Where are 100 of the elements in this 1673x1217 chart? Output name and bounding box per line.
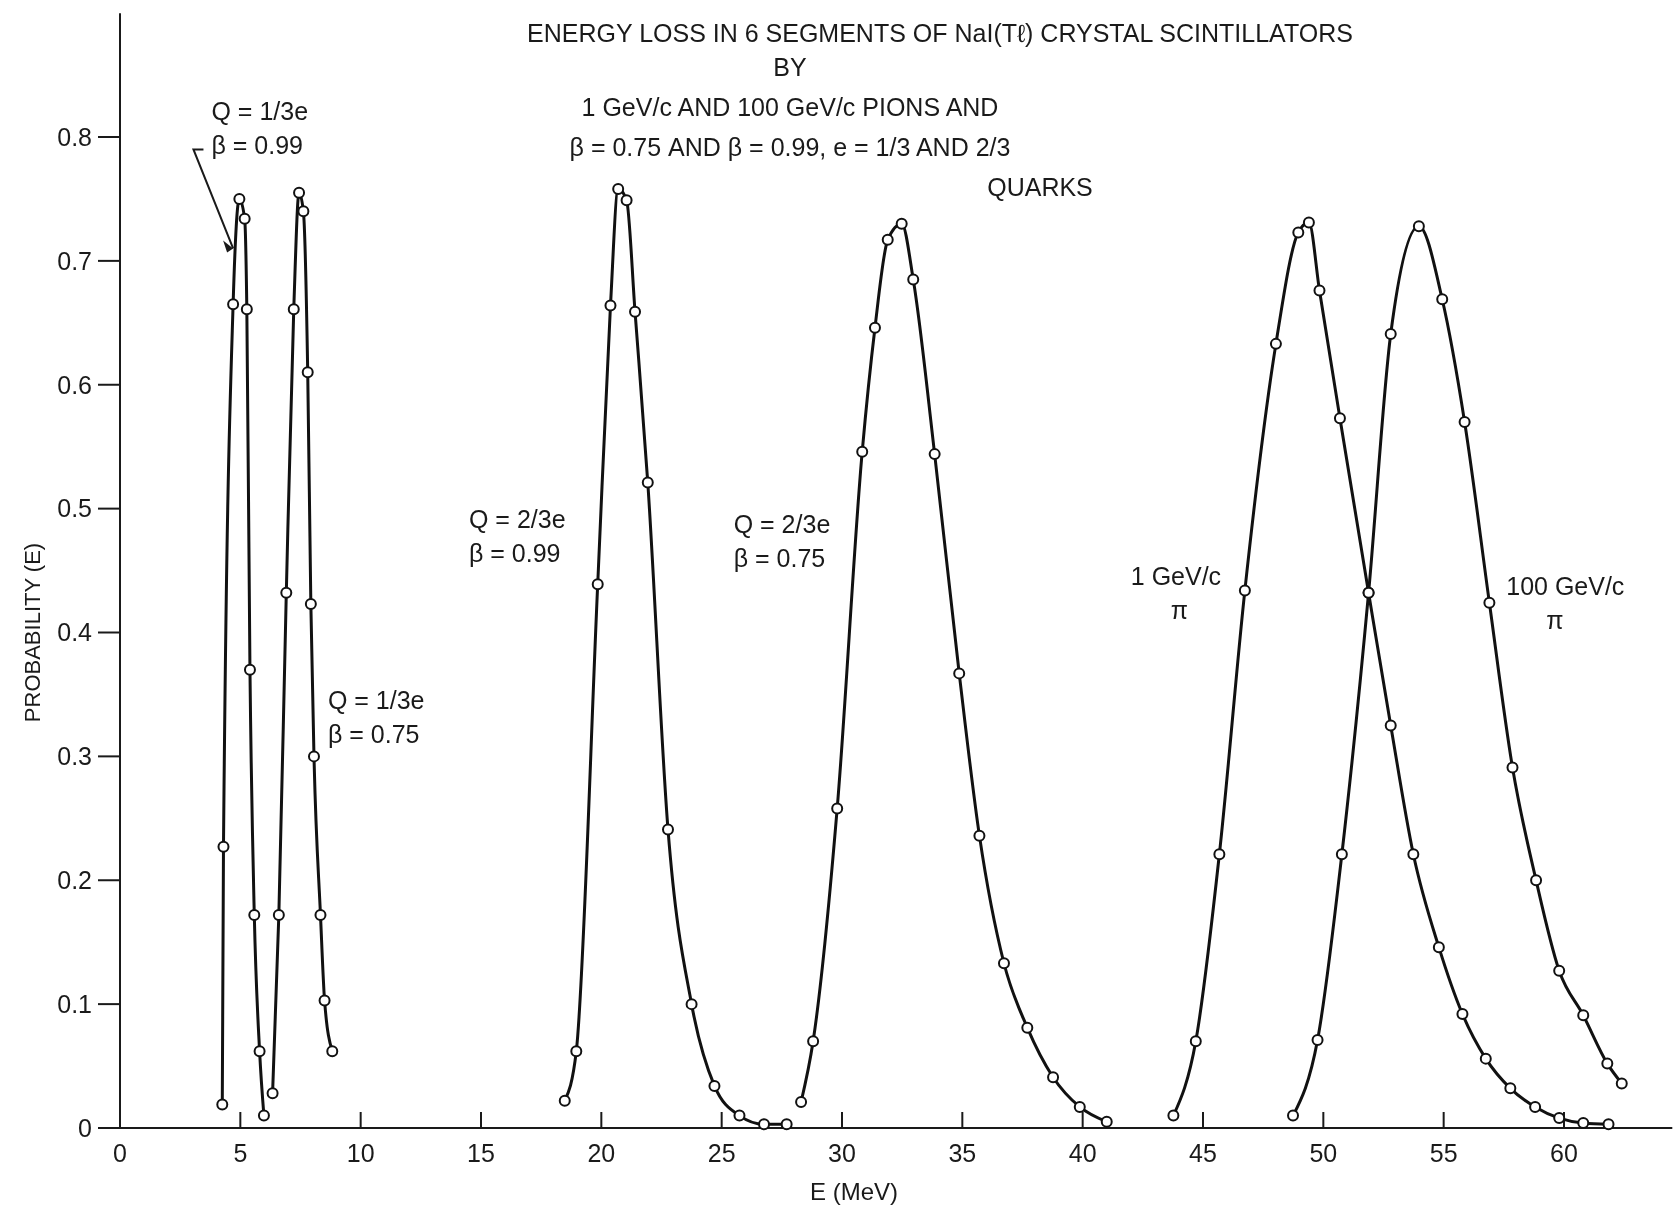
point [973,829,986,842]
point [301,366,314,379]
point [997,957,1010,970]
point [1479,1052,1492,1065]
series-label: Q = 2/3e β = 0.99 [468,505,566,568]
point [953,667,966,680]
point [1047,1071,1060,1084]
point [558,1094,571,1107]
point [1167,1109,1180,1122]
point [758,1118,771,1131]
point [307,750,320,763]
point [1213,848,1226,861]
x-tick-label: 55 [1429,1139,1458,1167]
y-tick-label: 0.2 [57,866,92,894]
series-label: Q = 1/3e β = 0.75 [327,686,425,749]
series-label: Q = 1/3e β = 0.99 [211,96,309,159]
point [1073,1100,1086,1113]
point [907,273,920,286]
point [1238,584,1251,597]
point [831,802,844,815]
y-tick-label: 0.3 [57,742,92,771]
point [708,1079,721,1092]
point [1456,1008,1469,1021]
point [881,233,894,246]
point [248,908,261,921]
point [629,305,642,318]
point [620,194,633,207]
x-tick-label: 45 [1189,1139,1217,1167]
point [233,192,246,205]
point [280,586,293,599]
point [1530,874,1543,887]
point [795,1095,808,1108]
point [266,1087,279,1100]
point [227,298,240,311]
point [591,578,604,591]
point [1384,719,1397,732]
x-tick-label: 40 [1068,1139,1097,1167]
point [807,1035,820,1048]
chart-title: ENERGY LOSS IN 6 SEGMENTS OF NaI(Tℓ) CRYSTAL SCINTILLATORS [527,19,1353,47]
y-tick-label: 0.7 [57,246,92,275]
y-axis-title: PROBABILITY (E) [20,542,45,723]
text: BY 1 GeV/c AND 100 GeV/c PIONS AND β = 0.75 AND β = 0.99, e = 1/3 AND 2/3 QUARKS [569,53,1093,201]
point [1602,1118,1615,1131]
point [217,840,230,853]
point [868,321,881,334]
point [1577,1117,1590,1130]
x-tick-label: 50 [1309,1139,1338,1167]
point [612,183,625,196]
y-tick-label: 0.1 [57,989,92,1018]
point [1577,1009,1590,1022]
point [287,303,300,316]
point [1313,284,1326,297]
point [1269,337,1282,350]
x-axis-title: E (MeV) [809,1178,899,1205]
point [1553,1112,1566,1125]
point [1506,761,1519,774]
point [1302,216,1315,229]
point [1333,412,1346,425]
point [604,299,617,312]
y-tick-label: 0.4 [57,618,93,647]
x-tick-label: 30 [828,1139,856,1167]
point [895,217,908,230]
x-tick-label: 60 [1550,1139,1578,1167]
x-tick-label: 25 [707,1139,736,1167]
point [733,1109,746,1122]
point [1021,1021,1034,1034]
y-tick-label: 0.6 [57,370,92,399]
point [243,663,256,676]
series-label: 100 GeV/c π [1506,572,1625,635]
point [1615,1077,1628,1090]
point [240,303,253,316]
x-tick-label: 10 [346,1139,375,1167]
point [304,598,317,611]
point [1412,220,1425,233]
x-tick-label: 0 [113,1139,127,1167]
point [856,445,869,458]
point [1504,1082,1517,1095]
point [238,212,251,225]
x-tick-label: 5 [233,1139,248,1167]
x-tick-label: 15 [467,1139,495,1167]
point [1189,1035,1202,1048]
x-tick-label: 20 [587,1139,616,1167]
x-tick-label: 35 [948,1139,977,1167]
point [1601,1057,1614,1070]
series-label: 1 GeV/c π [1130,562,1222,625]
point [216,1098,229,1111]
point [1483,596,1496,609]
point [1311,1034,1324,1047]
point [641,476,654,489]
point [1287,1109,1300,1122]
point [257,1109,270,1122]
y-tick-label: 0.8 [57,122,92,151]
point [253,1045,266,1058]
point [314,908,327,921]
y-tick-label: 0 [78,1113,92,1142]
point [297,205,310,218]
point [1436,293,1449,306]
point [272,908,285,921]
point [662,823,674,836]
point [293,186,306,199]
